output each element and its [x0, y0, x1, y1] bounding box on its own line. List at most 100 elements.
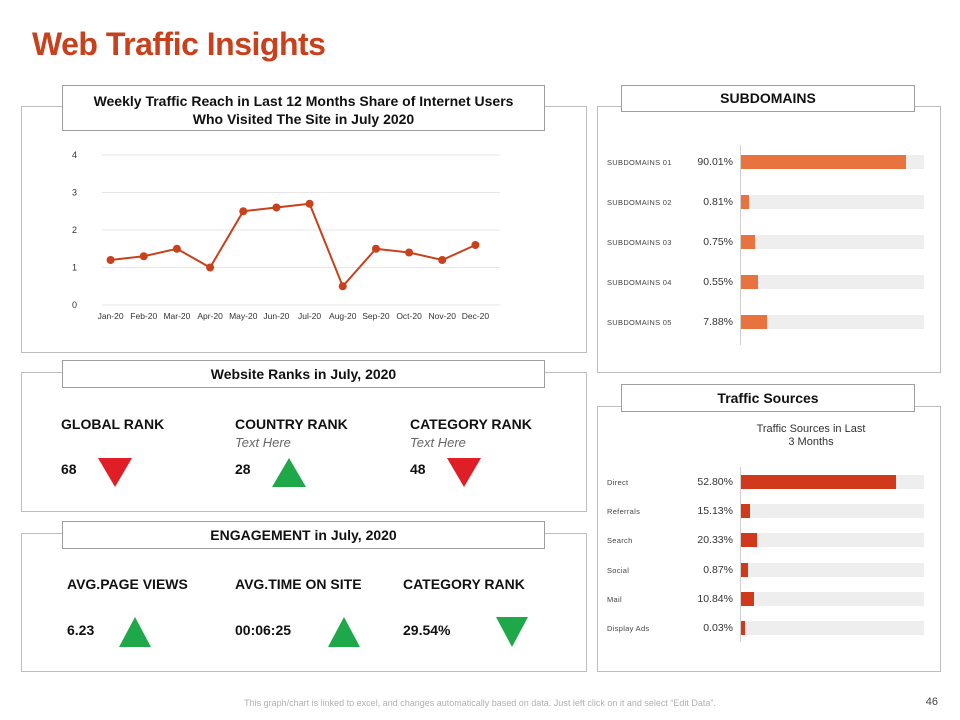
- country-rank-sub: Text Here: [235, 435, 291, 450]
- data-point: [305, 199, 314, 208]
- engagement-header: ENGAGEMENT in July, 2020: [62, 521, 545, 549]
- bar-track: [741, 621, 924, 635]
- y-tick-label: 1: [72, 263, 77, 273]
- category-rank-down-icon: [447, 458, 481, 487]
- bar: [741, 533, 758, 548]
- bar: [741, 155, 906, 169]
- bar: [741, 591, 754, 606]
- category-rank-value: 48: [410, 461, 426, 477]
- bar-track: [741, 533, 924, 548]
- global-rank-down-icon: [98, 458, 132, 487]
- bar-category-label: Display Ads: [607, 624, 650, 633]
- bar-category-label: SUBDOMAINS 01: [607, 158, 672, 167]
- subdomains-header: SUBDOMAINS: [621, 85, 915, 112]
- traffic-sources-header: Traffic Sources: [621, 384, 915, 412]
- avg-time-on-site-up-icon: [328, 617, 360, 647]
- bar-track: [741, 235, 924, 249]
- avg-time-on-site-value: 00:06:25: [235, 622, 292, 638]
- bar-track: [741, 562, 924, 577]
- bar-category-label: SUBDOMAINS 04: [607, 278, 672, 287]
- data-point: [239, 207, 248, 216]
- x-tick-label: Jan-20: [98, 311, 124, 321]
- bar-track: [741, 195, 924, 209]
- bar-value-label: 10.84%: [697, 592, 733, 605]
- y-tick-label: 2: [72, 225, 77, 235]
- data-point: [471, 241, 480, 249]
- data-point: [106, 256, 115, 264]
- data-point: [206, 263, 215, 272]
- country-rank-label: COUNTRY RANK: [235, 416, 348, 432]
- bar: [741, 235, 755, 249]
- bar-value-label: 0.03%: [703, 622, 733, 634]
- bar-category-label: Direct: [607, 478, 629, 487]
- bar-track: [741, 504, 924, 519]
- bar-category-label: Search: [607, 536, 633, 546]
- bar-value-label: 0.55%: [703, 276, 733, 288]
- y-tick-label: 0: [72, 300, 77, 310]
- x-tick-label: Jul-20: [298, 311, 321, 321]
- x-tick-label: Jun-20: [263, 311, 289, 321]
- bar-value-label: 52.80%: [697, 476, 733, 488]
- engagement-category-rank-down-icon: [496, 617, 528, 647]
- x-tick-label: Apr-20: [197, 311, 223, 321]
- engagement-category-rank-value: 29.54%: [403, 622, 451, 638]
- data-point: [172, 244, 181, 253]
- avg-time-on-site-label: AVG.TIME ON SITE: [235, 576, 362, 592]
- bar-track: [741, 315, 924, 329]
- bar: [741, 195, 750, 209]
- bar-category-label: Mail: [607, 594, 622, 604]
- x-tick-label: Sep-20: [362, 311, 390, 321]
- bar: [741, 475, 896, 489]
- footer-note: This graph/chart is linked to excel, and…: [244, 698, 716, 708]
- country-rank-up-icon: [272, 458, 306, 487]
- data-point: [139, 252, 148, 261]
- traffic-sources-chart-title-line1: Traffic Sources in Last: [756, 423, 866, 435]
- x-tick-label: Nov-20: [429, 311, 457, 321]
- x-tick-label: May-20: [229, 311, 258, 321]
- x-tick-label: Feb-20: [130, 311, 157, 321]
- country-rank-value: 28: [235, 461, 251, 477]
- traffic-reach-header-line1: Weekly Traffic Reach in Last 12 Months S…: [93, 93, 514, 109]
- y-tick-label: 4: [72, 150, 77, 160]
- engagement-panel: [21, 533, 587, 672]
- data-point: [438, 256, 447, 264]
- avg-page-views-label: AVG.PAGE VIEWS: [67, 576, 188, 592]
- bar: [741, 275, 759, 289]
- engagement-category-rank-label: CATEGORY RANK: [403, 576, 525, 592]
- category-rank-label: CATEGORY RANK: [410, 416, 532, 432]
- ranks-header: Website Ranks in July, 2020: [62, 360, 545, 388]
- bar-value-label: 0.75%: [703, 236, 733, 248]
- x-tick-label: Mar-20: [163, 311, 190, 321]
- y-tick-label: 3: [72, 188, 77, 198]
- bar-track: [741, 275, 924, 289]
- category-rank-sub: Text Here: [410, 435, 466, 450]
- ranks-panel: [21, 372, 587, 512]
- series-line: [110, 202, 476, 289]
- bar-value-label: 15.13%: [697, 505, 733, 518]
- global-rank-label: GLOBAL RANK: [61, 416, 165, 432]
- bar: [741, 562, 749, 577]
- bar-track: [741, 591, 924, 606]
- x-tick-label: Oct-20: [396, 311, 422, 321]
- bar-category-label: SUBDOMAINS 02: [607, 198, 672, 207]
- data-point: [338, 282, 347, 291]
- global-rank-value: 68: [61, 461, 77, 477]
- page-title: Web Traffic Insights: [32, 26, 326, 62]
- page-number: 46: [925, 696, 938, 708]
- bar: [741, 621, 745, 635]
- data-point: [272, 203, 281, 212]
- bar: [741, 315, 767, 329]
- bar-category-label: Social: [607, 565, 630, 575]
- x-tick-label: Dec-20: [462, 311, 490, 321]
- x-tick-label: Aug-20: [329, 311, 357, 321]
- traffic-sources-chart-title-line2: 3 Months: [788, 436, 834, 448]
- traffic-reach-header: Weekly Traffic Reach in Last 12 Months S…: [62, 85, 545, 131]
- traffic-reach-header-line2: Who Visited The Site in July 2020: [192, 111, 415, 127]
- bar-value-label: 0.81%: [703, 196, 733, 208]
- traffic-line-chart: 0 1 2 3 4 Jan-20 Feb-20 Mar-20 Apr-20 May-20 Jun-2…: [72, 150, 500, 321]
- bar-value-label: 7.88%: [703, 316, 733, 328]
- bar-category-label: SUBDOMAINS 05: [607, 318, 672, 327]
- avg-page-views-up-icon: [119, 617, 151, 647]
- traffic-sources-axis-line: [740, 467, 741, 642]
- bar: [741, 504, 751, 519]
